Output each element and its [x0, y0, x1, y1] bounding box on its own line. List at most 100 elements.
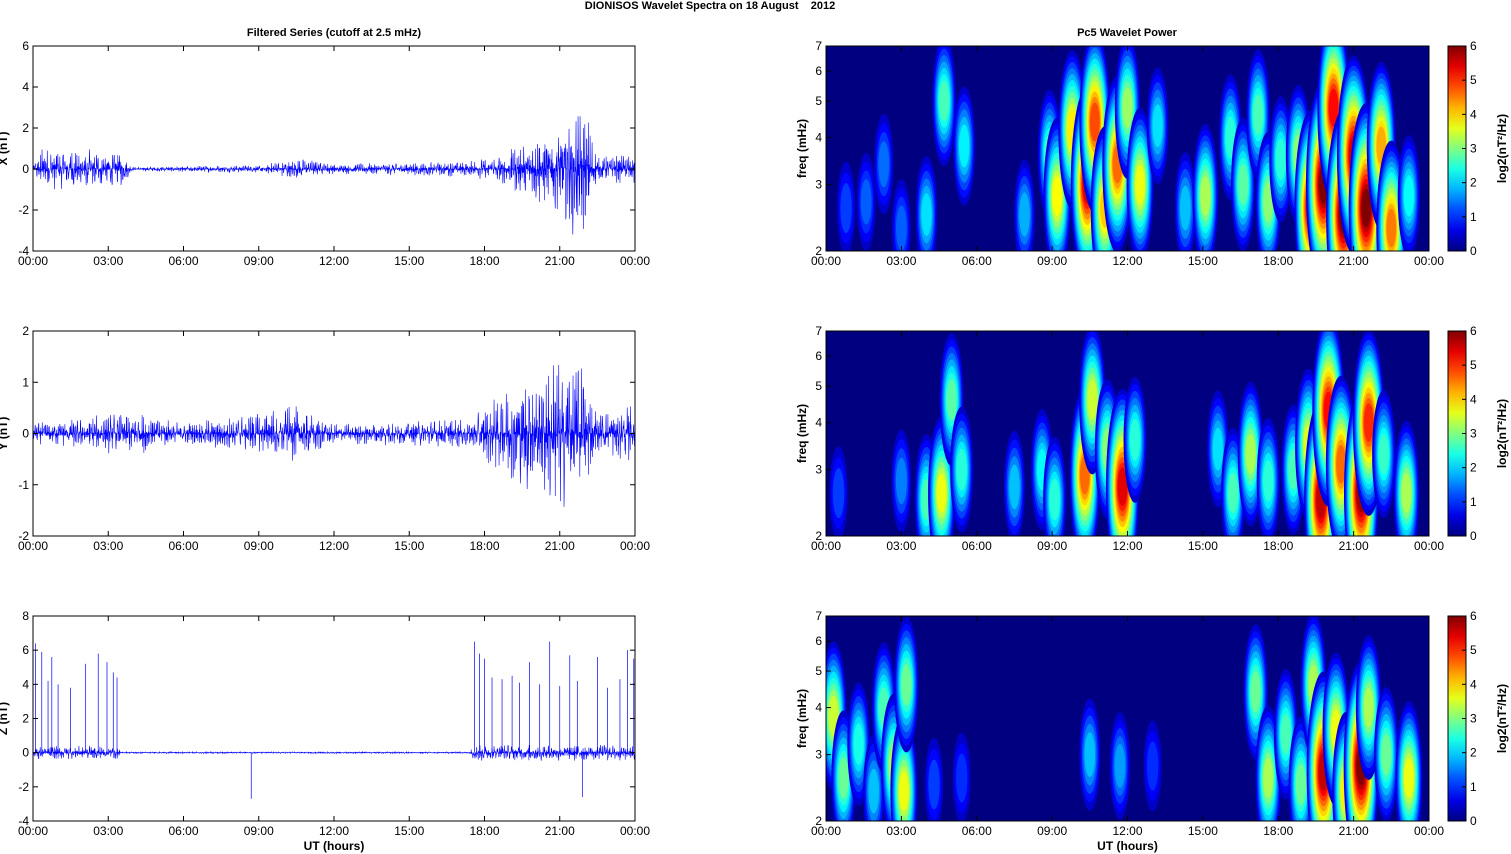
power-contour	[1280, 713, 1291, 755]
x-axis-label: UT (hours)	[1097, 839, 1158, 853]
x-tick-label: 03:00	[93, 824, 123, 838]
x-tick-label: 00:00	[620, 824, 650, 838]
y-tick-label: 8	[22, 609, 29, 623]
wavelet-blob	[1376, 140, 1407, 251]
series-panel-x: -4 -2 0 2 4 6 00:00 03:00 06:00 09:00 12:00 15:00 18…	[0, 39, 650, 268]
y-tick-label: 4	[22, 80, 29, 94]
y-tick-label: 4	[815, 701, 822, 715]
wavelet-blob	[1397, 135, 1421, 251]
colorbar-label: log2(nT²/Hz)	[1495, 114, 1509, 183]
power-contour	[1336, 444, 1346, 484]
x-tick-label: 09:00	[1037, 254, 1067, 268]
colorbar-tick-label: 0	[1470, 244, 1477, 258]
power-contour	[1386, 208, 1397, 248]
wavelet-blob	[856, 152, 876, 251]
y-tick-label: 2	[815, 814, 822, 828]
wavelet-blob	[1231, 118, 1256, 251]
y-tick-label: -4	[18, 244, 29, 258]
x-tick-label: 06:00	[168, 824, 198, 838]
x-tick-label: 09:00	[1037, 539, 1067, 553]
power-contour	[895, 205, 907, 251]
power-contour	[956, 753, 968, 803]
colorbar-tick-label: 1	[1470, 495, 1477, 509]
axes-frame	[32, 615, 636, 822]
colorbar-tick-label: 6	[1470, 324, 1477, 338]
wavelet-blob	[1372, 389, 1396, 519]
x-tick-label: 09:00	[244, 824, 274, 838]
colorbar-tick-label: 3	[1470, 427, 1477, 441]
wavelet-blob	[1109, 712, 1131, 820]
y-tick-label: -2	[18, 780, 29, 794]
wavelet-blob	[1395, 701, 1423, 821]
y-tick-label: 2	[22, 712, 29, 726]
colorbar: 0 1 2 3 4 5 6 log2(nT²/Hz)	[1447, 324, 1509, 543]
power-contour	[1019, 192, 1030, 237]
y-tick-label: 1	[22, 375, 29, 389]
series-trace	[32, 744, 636, 761]
wavelet-blob	[1003, 430, 1025, 536]
power-contour	[959, 124, 970, 168]
x-tick-label: 15:00	[1188, 824, 1218, 838]
power-contour	[1401, 473, 1412, 513]
colorbar-label: log2(nT²/Hz)	[1495, 684, 1509, 753]
wavelet-blob	[952, 732, 971, 821]
y-tick-label: 6	[22, 643, 29, 657]
figure-suptitle: DIONISOS Wavelet Spectra on 18 August 20…	[585, 0, 835, 12]
power-contour	[1253, 94, 1264, 136]
x-tick-label: 21:00	[545, 539, 575, 553]
y-tick-label: 2	[815, 529, 822, 543]
power-contour	[1009, 464, 1020, 510]
x-tick-label: 21:00	[545, 824, 575, 838]
power-contour	[1378, 433, 1389, 475]
colorbar-tick-label: 1	[1470, 780, 1477, 794]
wavelet-blob	[826, 641, 847, 791]
y-tick-label: -2	[18, 529, 29, 543]
wavelet-blob	[1374, 687, 1399, 821]
power-contour	[1403, 175, 1414, 217]
y-axis-label: X (nT)	[0, 132, 10, 166]
power-contour	[878, 141, 890, 188]
y-tick-label: 0	[22, 427, 29, 441]
wavelet-blob	[894, 617, 919, 753]
power-contour	[1152, 104, 1163, 148]
wavelet-blob	[1105, 388, 1139, 536]
colorbar-tick-label: 0	[1470, 814, 1477, 828]
right-column-title: Pc5 Wavelet Power	[1077, 27, 1178, 39]
wavelet-blob	[953, 86, 976, 206]
wavelet-blob	[1269, 96, 1293, 223]
power-contour	[1084, 732, 1096, 778]
x-tick-label: 00:00	[811, 539, 841, 553]
x-tick-label: 00:00	[1414, 539, 1444, 553]
power-contour	[1328, 88, 1339, 127]
power-contour	[1225, 116, 1236, 159]
x-tick-label: 18:00	[1263, 824, 1293, 838]
x-tick-label: 18:00	[1263, 539, 1293, 553]
y-tick-label: 6	[815, 64, 822, 78]
wavelet-image	[826, 46, 1429, 251]
wavelet-blob	[915, 156, 938, 251]
wavelet-image	[826, 331, 1429, 536]
colorbar-tick-label: 2	[1470, 746, 1477, 760]
power-contour	[1049, 478, 1060, 521]
y-tick-label: 5	[815, 379, 822, 393]
x-tick-label: 03:00	[93, 539, 123, 553]
wavelet-blob	[1288, 716, 1314, 821]
colorbar-label: log2(nT²/Hz)	[1495, 399, 1509, 468]
power-contour	[895, 457, 907, 505]
power-contour	[1263, 758, 1274, 798]
x-tick-label: 15:00	[1188, 539, 1218, 553]
power-contour	[956, 448, 967, 491]
power-contour	[1179, 185, 1191, 231]
wavelet-blob	[847, 682, 870, 806]
y-tick-label: 2	[815, 244, 822, 258]
power-contour	[1228, 472, 1239, 514]
wavelet-image	[826, 616, 1429, 821]
y-tick-label: -1	[18, 478, 29, 492]
wavelet-blob	[1102, 75, 1133, 251]
y-tick-label: 4	[815, 416, 822, 430]
colorbar-tick-label: 6	[1470, 609, 1477, 623]
wavelet-blob	[891, 429, 912, 533]
x-tick-label: 06:00	[168, 254, 198, 268]
series-trace	[32, 364, 636, 507]
